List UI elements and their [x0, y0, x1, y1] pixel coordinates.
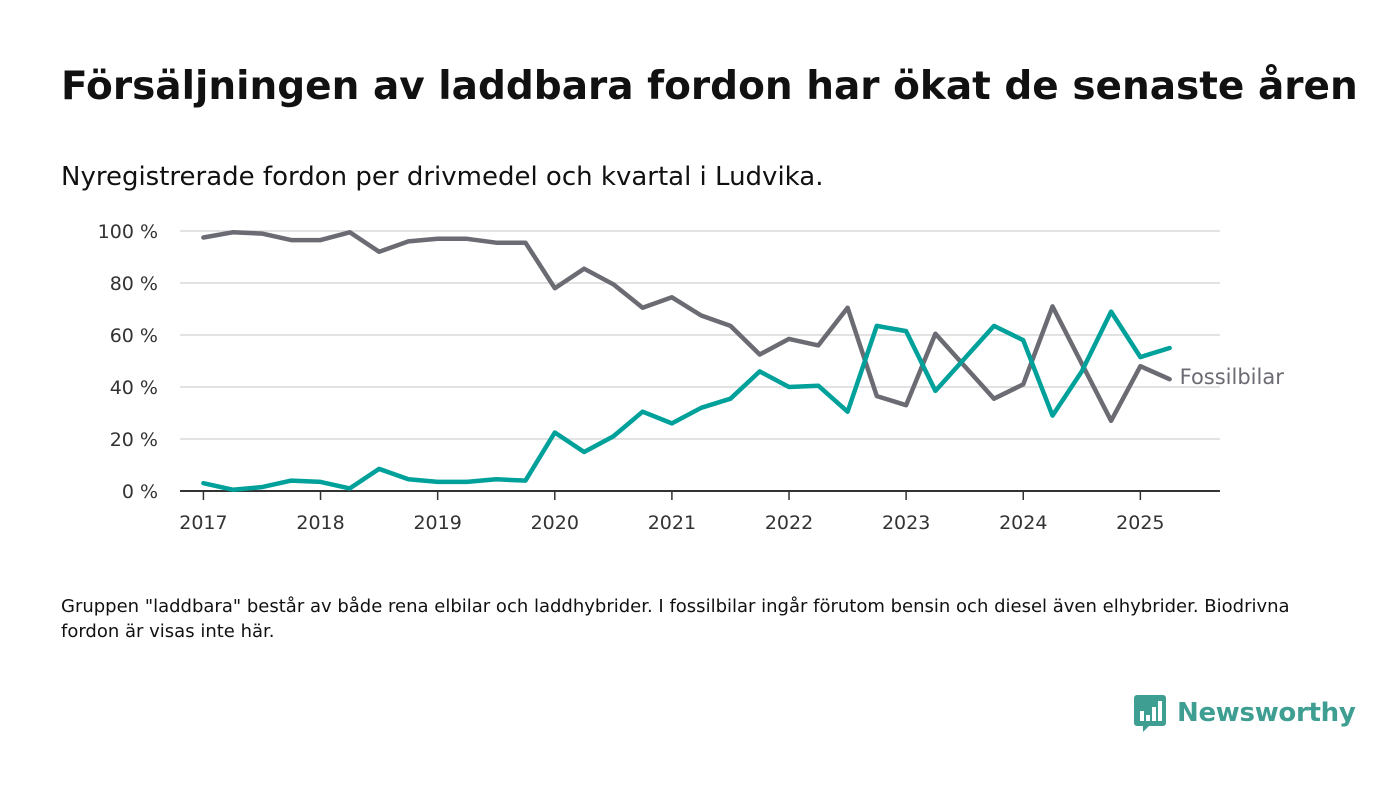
y-tick-label: 80 %	[110, 273, 158, 295]
y-tick-label: 60 %	[110, 325, 158, 347]
chart-title: Försäljningen av laddbara fordon har öka…	[61, 64, 1358, 109]
series-line	[201, 309, 1172, 492]
series-label: Fossilbilar	[1180, 365, 1285, 389]
series-line	[201, 230, 1172, 424]
x-tick-label: 2022	[765, 512, 813, 534]
x-tick-label: 2021	[648, 512, 696, 534]
y-tick-label: 0 %	[122, 481, 158, 503]
bar-chart-speech-bubble-icon	[1134, 695, 1166, 732]
brand-logo: Newsworthy	[1133, 693, 1356, 733]
line-chart: 0 % 20 % 40 % 60 % 80 % 100 % 2017 2018 2019 202…	[98, 221, 1285, 534]
chart-subtitle: Nyregistrerade fordon per drivmedel och …	[61, 162, 824, 192]
x-tick-label: 2020	[531, 512, 579, 534]
x-axis-ticks: 2017 2018 2019 2020 2021 2022 2023 2024 2025	[179, 491, 1165, 534]
y-tick-label: 100 %	[98, 221, 158, 243]
y-tick-label: 40 %	[110, 377, 158, 399]
y-tick-label: 20 %	[110, 429, 158, 451]
x-tick-label: 2023	[882, 512, 930, 534]
x-tick-label: 2017	[179, 512, 227, 534]
y-axis-ticks: 0 % 20 % 40 % 60 % 80 % 100 %	[98, 221, 158, 503]
series-labels: Fossilbilar	[1180, 365, 1285, 389]
grid-lines	[180, 230, 1220, 440]
x-tick-label: 2019	[413, 512, 461, 534]
brand-name: Newsworthy	[1177, 698, 1356, 728]
series-lines	[201, 230, 1172, 492]
x-tick-label: 2025	[1116, 512, 1164, 534]
footnote: Gruppen "laddbara" består av både rena e…	[61, 596, 1290, 642]
x-tick-label: 2018	[296, 512, 344, 534]
x-tick-label: 2024	[999, 512, 1047, 534]
